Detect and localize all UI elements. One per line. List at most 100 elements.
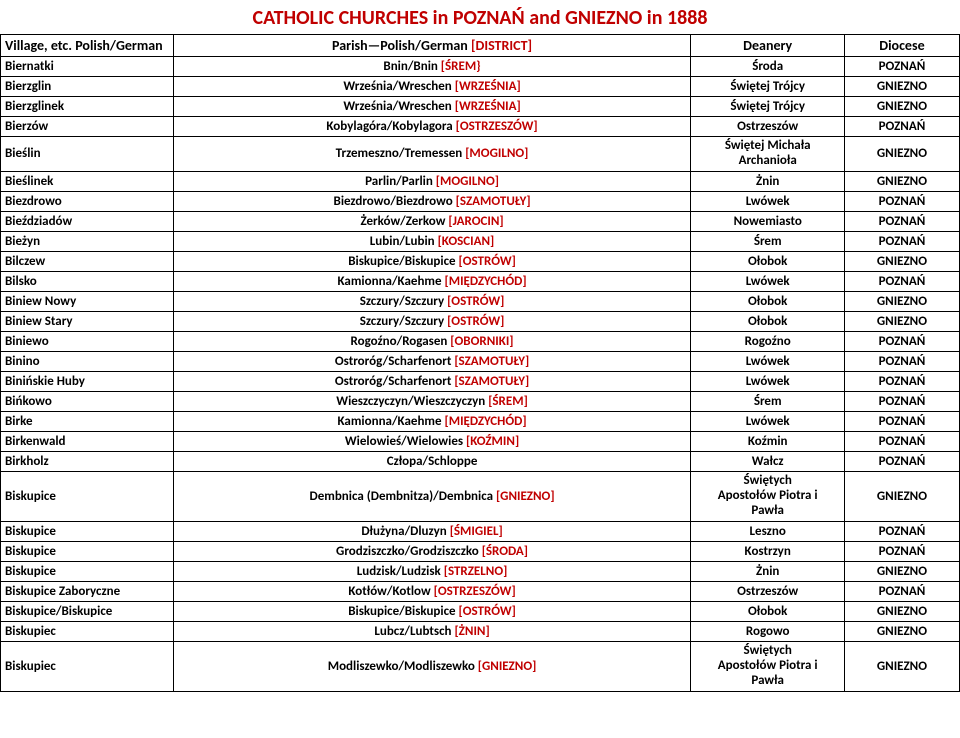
cell-deanery: Ostrzeszów bbox=[691, 581, 844, 601]
table-row: Biniew StarySzczury/Szczury [OSTRÓW]Ołob… bbox=[1, 311, 960, 331]
cell-parish: Modliszewko/Modliszewko [GNIEZNO] bbox=[173, 641, 691, 691]
cell-deanery: Lwówek bbox=[691, 271, 844, 291]
parish-district: [ŚREM} bbox=[441, 59, 481, 74]
parish-name: Kamionna/Kaehme bbox=[337, 274, 444, 289]
header-deanery: Deanery bbox=[691, 35, 844, 57]
cell-deanery: Rogoźno bbox=[691, 331, 844, 351]
parish-name: Wielowieś/Wielowies bbox=[345, 434, 466, 449]
table-row: BiezdrowoBiezdrowo/Biezdrowo [SZAMOTUŁY]… bbox=[1, 191, 960, 211]
cell-village: Bieślinek bbox=[1, 171, 174, 191]
parish-district: [OSTRÓW] bbox=[459, 254, 516, 269]
cell-diocese: POZNAŃ bbox=[844, 411, 959, 431]
cell-village: Birke bbox=[1, 411, 174, 431]
cell-diocese: GNIEZNO bbox=[844, 621, 959, 641]
cell-diocese: GNIEZNO bbox=[844, 561, 959, 581]
parish-district: [GNIEZNO] bbox=[496, 489, 555, 504]
table-row: BieślinTrzemeszno/Tremessen [MOGILNO]Świ… bbox=[1, 137, 960, 172]
parish-district: [SZAMOTUŁY] bbox=[454, 354, 529, 369]
cell-village: Birkholz bbox=[1, 451, 174, 471]
cell-parish: Ostroróg/Scharfenort [SZAMOTUŁY] bbox=[173, 351, 691, 371]
cell-village: Biskupice bbox=[1, 471, 174, 521]
cell-diocese: POZNAŃ bbox=[844, 117, 959, 137]
parish-name: Grodziszczko/Grodziszczko bbox=[336, 544, 482, 559]
table-row: BieślinekParlin/Parlin [MOGILNO]ŻninGNIE… bbox=[1, 171, 960, 191]
cell-deanery: Śrem bbox=[691, 391, 844, 411]
cell-parish: Kamionna/Kaehme [MIĘDZYCHÓD] bbox=[173, 271, 691, 291]
cell-diocese: POZNAŃ bbox=[844, 371, 959, 391]
cell-parish: Września/Wreschen [WRZEŚNIA] bbox=[173, 97, 691, 117]
cell-deanery: Lwówek bbox=[691, 411, 844, 431]
parish-district: [GNIEZNO] bbox=[478, 659, 537, 674]
cell-parish: Rogoźno/Rogasen [OBORNIKI] bbox=[173, 331, 691, 351]
table-row: BiskupiceGrodziszczko/Grodziszczko [ŚROD… bbox=[1, 541, 960, 561]
parish-name: Szczury/Szczury bbox=[360, 314, 447, 329]
cell-village: Bierzów bbox=[1, 117, 174, 137]
cell-village: Bilczew bbox=[1, 251, 174, 271]
table-row: BierzglinWrześnia/Wreschen [WRZEŚNIA]Świ… bbox=[1, 77, 960, 97]
cell-diocese: GNIEZNO bbox=[844, 601, 959, 621]
cell-deanery: Świętej Trójcy bbox=[691, 97, 844, 117]
parish-name: Parlin/Parlin bbox=[365, 174, 436, 189]
parish-name: Biskupice/Biskupice bbox=[348, 254, 458, 269]
cell-village: Biskupice bbox=[1, 521, 174, 541]
parish-name: Kotłów/Kotlow bbox=[348, 584, 433, 599]
cell-deanery: Rogowo bbox=[691, 621, 844, 641]
cell-deanery: Koźmin bbox=[691, 431, 844, 451]
header-parish-district: [DISTRICT] bbox=[471, 37, 532, 54]
parish-name: Ludzisk/Ludzisk bbox=[357, 564, 444, 579]
church-table: Village, etc. Polish/German Parish—Polis… bbox=[0, 34, 960, 692]
header-row: Village, etc. Polish/German Parish—Polis… bbox=[1, 35, 960, 57]
cell-deanery: Lwówek bbox=[691, 351, 844, 371]
cell-village: Biskupiec bbox=[1, 621, 174, 641]
cell-parish: Dłużyna/Dluzyn [ŚMIGIEL] bbox=[173, 521, 691, 541]
cell-deanery: Ołobok bbox=[691, 311, 844, 331]
cell-deanery: Świętej Trójcy bbox=[691, 77, 844, 97]
cell-diocese: GNIEZNO bbox=[844, 641, 959, 691]
cell-diocese: GNIEZNO bbox=[844, 291, 959, 311]
cell-parish: Lubcz/Lubtsch [ŻNIN] bbox=[173, 621, 691, 641]
parish-name: Bnin/Bnin bbox=[383, 59, 440, 74]
cell-village: Biskupice/Biskupice bbox=[1, 601, 174, 621]
cell-village: Birkenwald bbox=[1, 431, 174, 451]
parish-district: [OSTRÓW] bbox=[459, 604, 516, 619]
cell-village: Bieślin bbox=[1, 137, 174, 172]
cell-diocese: GNIEZNO bbox=[844, 471, 959, 521]
cell-deanery: Żnin bbox=[691, 171, 844, 191]
table-row: BiernatkiBnin/Bnin [ŚREM}ŚrodaPOZNAŃ bbox=[1, 57, 960, 77]
cell-village: Biskupiec bbox=[1, 641, 174, 691]
table-row: BilczewBiskupice/Biskupice [OSTRÓW]Ołobo… bbox=[1, 251, 960, 271]
cell-diocese: POZNAŃ bbox=[844, 191, 959, 211]
parish-district: [SZAMOTUŁY] bbox=[454, 374, 529, 389]
parish-district: [ŚRODA] bbox=[482, 544, 528, 559]
cell-village: Biniew Stary bbox=[1, 311, 174, 331]
cell-deanery: Świętej Michała Archanioła bbox=[691, 137, 844, 172]
cell-diocese: GNIEZNO bbox=[844, 97, 959, 117]
cell-diocese: GNIEZNO bbox=[844, 77, 959, 97]
cell-parish: Szczury/Szczury [OSTRÓW] bbox=[173, 291, 691, 311]
cell-deanery: Nowemiasto bbox=[691, 211, 844, 231]
parish-name: Biezdrowo/Biezdrowo bbox=[334, 194, 456, 209]
cell-diocese: POZNAŃ bbox=[844, 431, 959, 451]
table-row: Binińskie HubyOstroróg/Scharfenort [SZAM… bbox=[1, 371, 960, 391]
cell-parish: Lubin/Lubin [KOSCIAN] bbox=[173, 231, 691, 251]
cell-diocese: POZNAŃ bbox=[844, 451, 959, 471]
parish-district: [MOGILNO] bbox=[465, 146, 528, 161]
table-row: BińkowoWieszczyczyn/Wieszczyczyn [ŚREM]Ś… bbox=[1, 391, 960, 411]
cell-diocese: POZNAŃ bbox=[844, 351, 959, 371]
table-row: BieździadówŻerków/Zerkow [JAROCIN]Nowemi… bbox=[1, 211, 960, 231]
cell-diocese: POZNAŃ bbox=[844, 211, 959, 231]
parish-name: Kobylagóra/Kobylagora bbox=[326, 119, 455, 134]
parish-district: [ŚREM] bbox=[488, 394, 528, 409]
cell-village: Bieździadów bbox=[1, 211, 174, 231]
parish-name: Lubin/Lubin bbox=[370, 234, 438, 249]
cell-village: Bierzglinek bbox=[1, 97, 174, 117]
parish-district: [OSTRZESZÓW] bbox=[456, 119, 538, 134]
table-row: BiskupiceDembnica (Dembnitza)/Dembnica [… bbox=[1, 471, 960, 521]
cell-parish: Parlin/Parlin [MOGILNO] bbox=[173, 171, 691, 191]
cell-village: Bierzglin bbox=[1, 77, 174, 97]
cell-deanery: Lwówek bbox=[691, 371, 844, 391]
parish-district: [STRZELNO] bbox=[444, 564, 508, 579]
cell-diocese: GNIEZNO bbox=[844, 251, 959, 271]
cell-parish: Kotłów/Kotlow [OSTRZESZÓW] bbox=[173, 581, 691, 601]
cell-deanery: Środa bbox=[691, 57, 844, 77]
